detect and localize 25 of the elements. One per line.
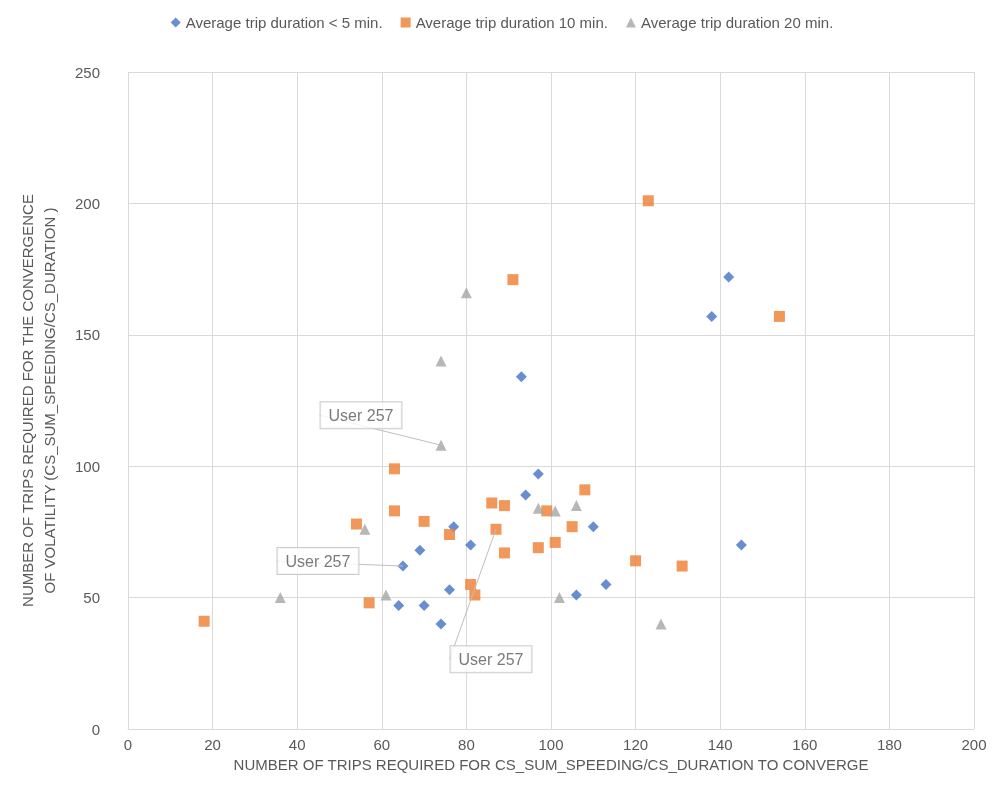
legend-label: Average trip duration 10 min. — [415, 14, 608, 31]
x-tick-label: 140 — [707, 736, 733, 753]
y-tick-label: 250 — [74, 63, 100, 81]
x-tick-label: 60 — [373, 736, 391, 753]
x-axis-title: NUMBER OF TRIPS REQUIRED FOR CS_SUM_SPEEDING/CS_DURATION TO CONVERGE — [233, 756, 869, 773]
x-tick-label: 180 — [876, 736, 902, 753]
legend-label: Average trip duration 20 min. — [640, 14, 834, 31]
x-tick-label: 40 — [288, 736, 306, 753]
x-tick-label: 100 — [538, 736, 564, 753]
y-tick-label: 150 — [74, 326, 100, 344]
y-tick-label: 200 — [74, 194, 100, 212]
x-tick-label: 20 — [204, 736, 221, 753]
x-tick-label: 160 — [792, 736, 818, 753]
x-tick-label: 200 — [961, 736, 987, 753]
annotation: User 257 — [458, 650, 524, 668]
y-axis-title: NUMBER OF TRIPS REQUIRED FOR THE CONVERGENCE OF VOLATILITY (CS_SUM_SPEEDING/CS_DURATION ) — [18, 194, 58, 607]
y-tick-label: 100 — [74, 457, 100, 475]
x-tick-label: 120 — [623, 736, 649, 753]
legend-label: Average trip duration < 5 min. — [185, 14, 383, 31]
annotation: User 257 — [328, 406, 394, 424]
x-tick-label: 80 — [458, 736, 475, 753]
annotation: User 257 — [285, 552, 351, 570]
y-tick-label: 50 — [83, 589, 100, 607]
x-tick-label: 0 — [123, 736, 133, 753]
y-tick-label: 0 — [91, 720, 100, 738]
